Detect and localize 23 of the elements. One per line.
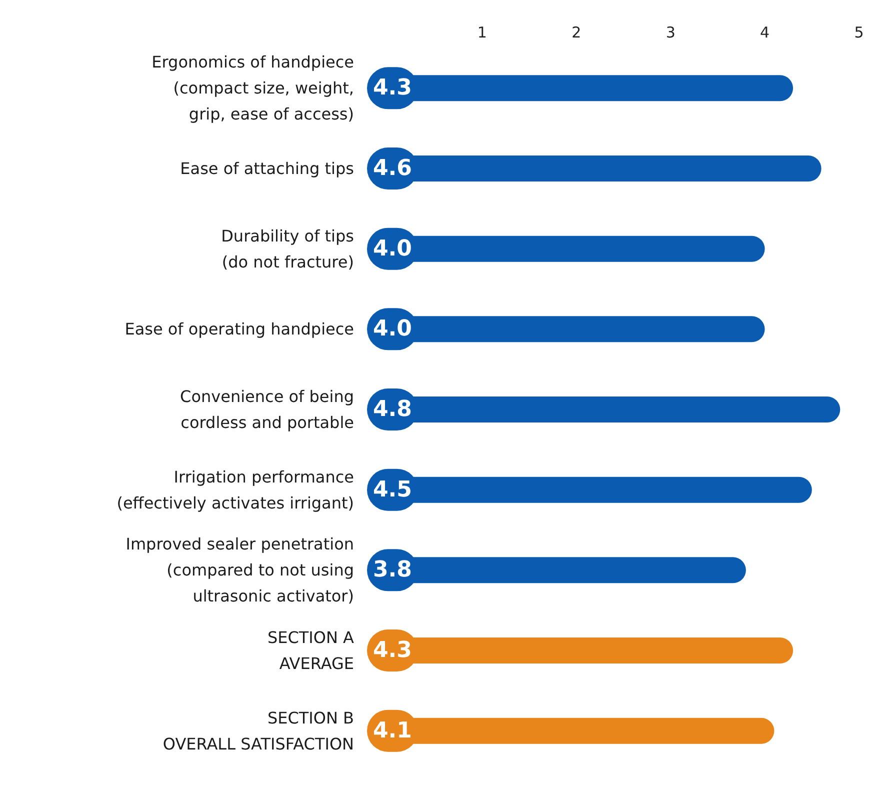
y-tick-label: Improved sealer penetration (compared to not using ultrasonic activator) — [126, 534, 354, 606]
x-tick-label: 1 — [477, 24, 487, 42]
data-label: 4.3 — [373, 638, 412, 663]
data-label: 4.1 — [373, 718, 412, 744]
data-label: 4.5 — [373, 477, 412, 502]
y-tick-label: Ease of operating handpiece — [124, 320, 354, 339]
y-tick-label: Irrigation performance (effectively activates irrigant) — [116, 467, 354, 512]
y-tick-label: Ease of attaching tips — [180, 159, 354, 178]
y-tick-label: SECTION A AVERAGE — [267, 628, 354, 673]
x-tick-label: 4 — [760, 24, 770, 42]
y-tick-label: SECTION B OVERALL SATISFACTION — [162, 708, 354, 754]
x-tick-label: 5 — [854, 24, 864, 42]
data-label: 4.3 — [373, 76, 412, 101]
x-tick-label: 3 — [666, 24, 676, 42]
data-label: 4.6 — [373, 156, 412, 181]
data-label: 3.8 — [373, 558, 412, 583]
data-label: 4.0 — [373, 316, 412, 342]
y-tick-label: Ergonomics of handpiece (compact size, weight, grip, ease of access) — [152, 52, 354, 124]
data-label: 4.0 — [373, 236, 412, 262]
y-tick-label: Durability of tips (do not fracture) — [221, 226, 354, 272]
data-label: 4.8 — [373, 397, 412, 422]
y-tick-label: Convenience of being cordless and portable — [180, 387, 354, 432]
x-tick-label: 2 — [572, 24, 582, 42]
